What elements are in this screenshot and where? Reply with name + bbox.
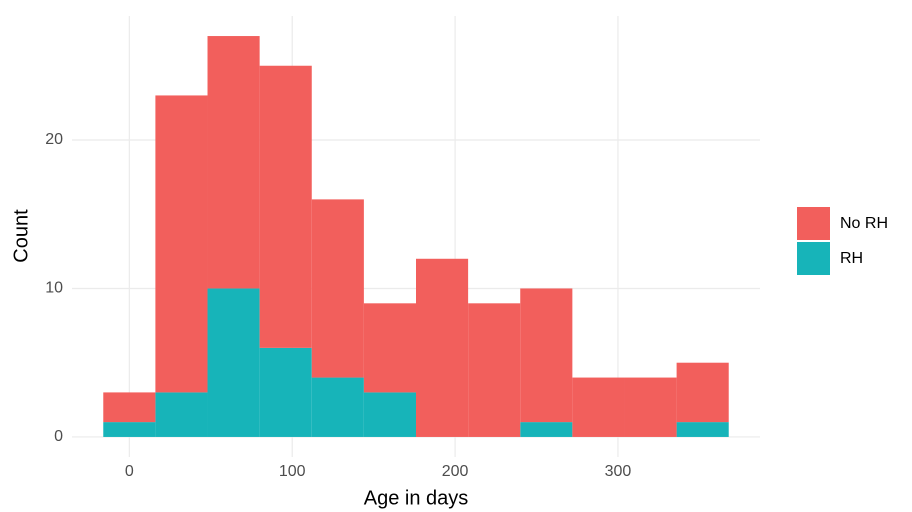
bar bbox=[468, 303, 521, 437]
bar bbox=[259, 65, 312, 348]
bar bbox=[676, 362, 729, 423]
bar bbox=[676, 422, 729, 437]
y-axis-title: Count bbox=[10, 209, 32, 263]
bar bbox=[363, 303, 416, 393]
x-tick-label: 200 bbox=[442, 463, 469, 480]
bar bbox=[259, 347, 312, 437]
bar bbox=[207, 288, 260, 437]
y-tick-label: 20 bbox=[45, 131, 63, 148]
legend-label: RH bbox=[840, 250, 863, 267]
bar bbox=[207, 36, 260, 289]
x-tick-label: 0 bbox=[125, 463, 134, 480]
bar bbox=[363, 392, 416, 437]
bar bbox=[155, 95, 208, 393]
bar bbox=[572, 377, 625, 437]
bar bbox=[311, 377, 364, 437]
bar bbox=[624, 377, 677, 437]
bar bbox=[103, 422, 156, 437]
bar bbox=[155, 392, 208, 437]
x-tick-label: 300 bbox=[605, 463, 632, 480]
legend-label: No RH bbox=[840, 215, 888, 232]
x-tick-label: 100 bbox=[279, 463, 306, 480]
legend-key bbox=[797, 242, 830, 275]
bar bbox=[103, 392, 156, 423]
legend-key bbox=[797, 207, 830, 240]
x-axis-title: Age in days bbox=[364, 487, 469, 509]
bar bbox=[311, 199, 364, 378]
y-tick-label: 0 bbox=[54, 428, 63, 445]
bar bbox=[416, 258, 469, 437]
bar bbox=[520, 422, 573, 437]
y-tick-label: 10 bbox=[45, 280, 63, 297]
bar bbox=[520, 288, 573, 423]
